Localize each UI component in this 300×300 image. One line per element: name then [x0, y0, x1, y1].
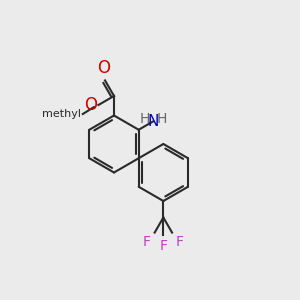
Text: F: F [159, 238, 167, 253]
Text: H: H [140, 112, 150, 126]
Text: F: F [176, 235, 184, 249]
Text: methyl: methyl [42, 109, 81, 119]
Text: H: H [156, 112, 167, 126]
Text: F: F [143, 235, 151, 249]
Text: O: O [84, 96, 97, 114]
Text: O: O [97, 59, 110, 77]
Text: N: N [147, 114, 159, 129]
